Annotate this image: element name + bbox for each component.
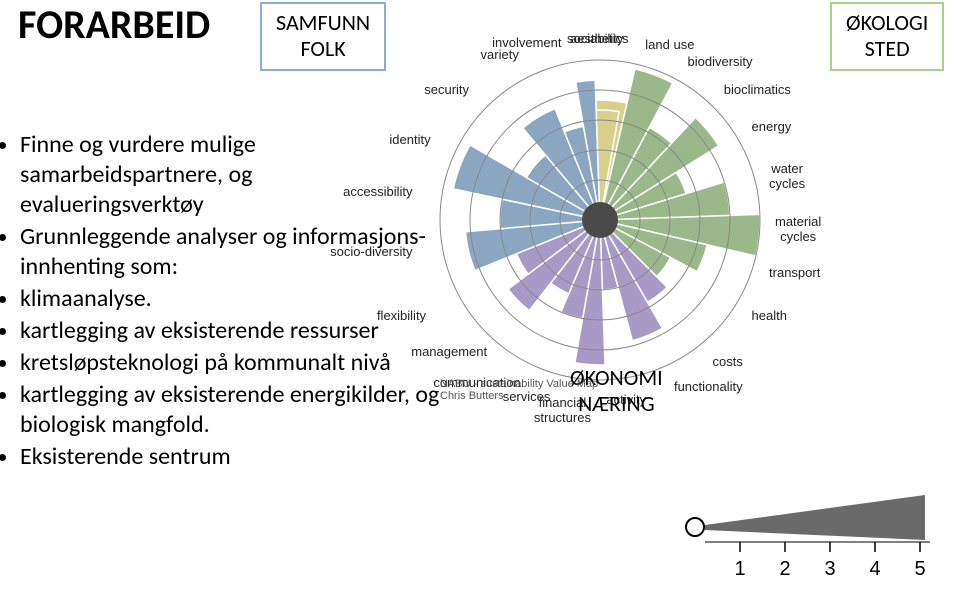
chart-caption: NABU - sustainability Value Map Chris Bu…: [440, 378, 598, 402]
box-okologi-line2: STED: [846, 36, 928, 62]
radial-label: land use: [645, 37, 694, 52]
radial-label: identity: [389, 132, 430, 147]
radial-label: accessibility: [343, 184, 412, 199]
svg-text:2: 2: [779, 558, 790, 580]
box-okologi-line1: ØKOLOGI: [846, 10, 928, 36]
svg-text:4: 4: [869, 558, 880, 580]
radial-label: biodiversity: [688, 54, 753, 69]
list-item: kretsløpsteknologi på kommunalt nivå: [20, 348, 440, 378]
radial-label: bioclimatics: [724, 82, 791, 97]
radial-label: sociability: [567, 31, 623, 46]
list-item: Eksisterende sentrum: [20, 442, 440, 472]
box-samfunn-line1: SAMFUNN: [276, 10, 370, 36]
scale-wedge: 1 2 3 4 5: [680, 480, 940, 590]
box-samfunn: SAMFUNN FOLK: [260, 2, 386, 71]
box-samfunn-line2: FOLK: [276, 36, 370, 62]
box-okologi: ØKOLOGI STED: [830, 2, 944, 71]
radial-label: security: [424, 82, 469, 97]
radial-label: health: [752, 308, 787, 323]
radial-label: management: [411, 344, 487, 359]
radial-label: functionality: [674, 379, 743, 394]
page-title: FORARBEID: [18, 0, 210, 49]
caption-line1: NABU - sustainability Value Map: [440, 378, 598, 390]
radial-label: materialcycles: [775, 214, 821, 244]
svg-text:1: 1: [734, 558, 745, 580]
radial-label: involvement: [492, 35, 561, 50]
radial-label: energy: [752, 119, 792, 134]
radial-label: transport: [769, 265, 820, 280]
radial-label: costs: [712, 354, 742, 369]
radial-label: socio-diversity: [330, 244, 412, 259]
caption-line2: Chris Butters: [440, 390, 598, 402]
radial-label: flexibility: [377, 308, 426, 323]
list-item: kartlegging av eksisterende energikilder…: [20, 380, 440, 440]
radial-label: watercycles: [769, 161, 805, 191]
svg-text:3: 3: [824, 558, 835, 580]
svg-text:5: 5: [914, 558, 925, 580]
list-item: Finne og vurdere mulige samarbeidspartne…: [20, 130, 440, 220]
